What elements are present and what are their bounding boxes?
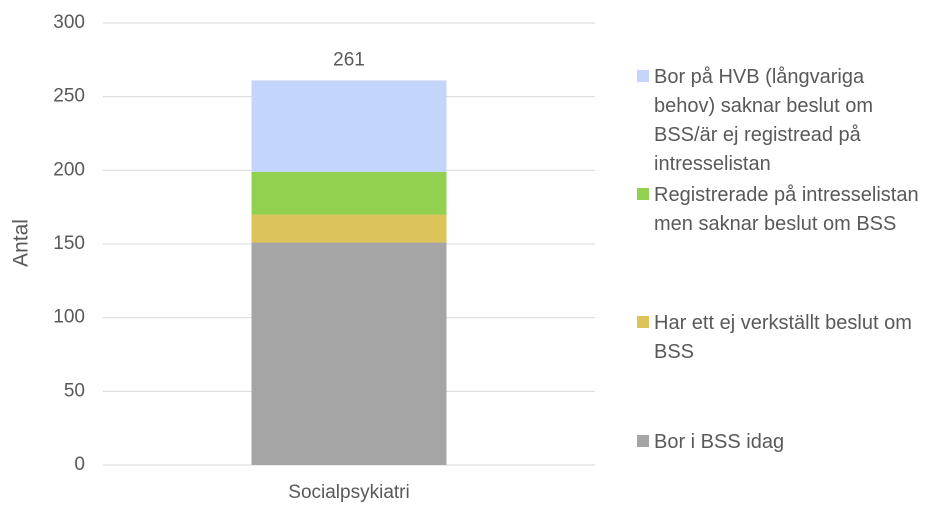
legend-item: Registrerade på intresselistan men sakna…	[637, 181, 922, 239]
legend-label: Registrerade på intresselistan men sakna…	[654, 184, 919, 235]
bar-segment	[251, 171, 447, 215]
legend-label: Har ett ej verkställt beslut om BSS	[654, 312, 912, 363]
y-tick-label: 100	[53, 307, 85, 328]
y-axis-label: Antal	[10, 219, 33, 267]
legend-swatch	[637, 188, 649, 200]
legend-item: Bor i BSS idag	[637, 428, 922, 457]
x-tick-label: Socialpsykiatri	[288, 482, 409, 503]
legend-item: Bor på HVB (långvariga behov) saknar bes…	[637, 63, 922, 179]
bar-segment	[251, 242, 447, 465]
legend-swatch	[637, 70, 649, 82]
legend-swatch	[637, 435, 649, 447]
y-tick-label: 150	[53, 233, 85, 254]
y-tick-label: 200	[53, 159, 85, 180]
y-tick-label: 0	[74, 454, 85, 475]
y-tick-label: 250	[53, 86, 85, 107]
bar-segment	[251, 214, 447, 243]
legend-label: Bor i BSS idag	[654, 431, 785, 453]
legend-swatch	[637, 316, 649, 328]
total-label: 261	[333, 49, 365, 70]
legend-label: Bor på HVB (långvariga behov) saknar bes…	[654, 66, 874, 175]
y-tick-label: 300	[53, 12, 85, 33]
legend-item: Har ett ej verkställt beslut om BSS	[637, 309, 922, 367]
bar-segment	[251, 80, 447, 172]
y-tick-label: 50	[64, 380, 85, 401]
